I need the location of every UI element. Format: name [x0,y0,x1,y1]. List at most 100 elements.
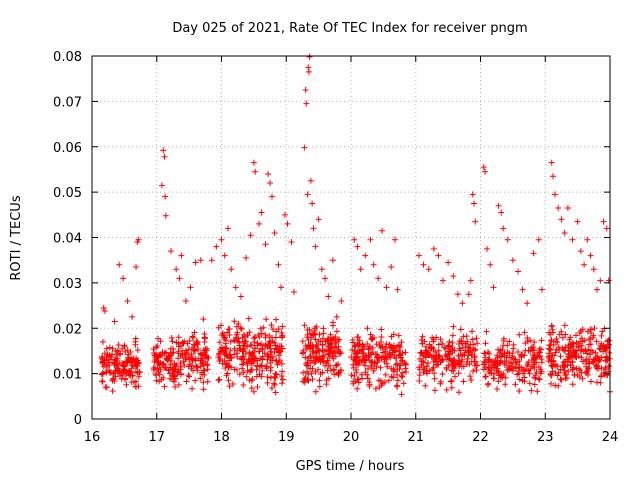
data-point-marker [116,261,123,268]
data-point-marker [351,373,358,380]
data-point-marker [240,360,247,367]
data-point-marker [429,366,436,373]
data-point-marker [431,387,438,394]
data-point-marker [279,380,286,387]
data-point-marker [491,362,498,369]
data-point-marker [189,385,196,392]
data-point-marker [351,236,358,243]
data-point-marker [383,284,390,291]
data-point-marker [538,359,545,366]
data-point-marker [398,391,405,398]
data-point-marker [243,254,250,261]
data-point-marker [354,341,361,348]
x-tick-label: 19 [278,430,295,445]
data-point-marker [472,218,479,225]
data-point-marker [562,331,569,338]
data-point-marker [267,367,274,374]
data-point-marker [474,340,481,347]
data-point-marker [335,337,342,344]
data-point-marker [449,332,456,339]
y-tick-label: 0.03 [53,277,82,292]
data-point-marker [578,354,585,361]
data-point-marker [307,330,314,337]
data-point-marker [167,345,174,352]
data-point-marker [594,365,601,372]
data-point-marker [274,361,281,368]
data-point-marker [121,343,128,350]
data-point-marker [490,284,497,291]
data-point-marker [250,388,257,395]
data-point-marker [322,347,329,354]
data-point-marker [291,288,298,295]
data-point-marker [333,313,340,320]
data-point-marker [364,371,371,378]
data-point-marker [304,368,311,375]
data-point-marker [247,232,254,239]
data-point-marker [176,343,183,350]
data-point-marker [467,277,474,284]
data-point-marker [561,229,568,236]
data-point-marker [581,337,588,344]
data-point-marker [335,370,342,377]
data-point-marker [267,374,274,381]
data-point-marker [279,376,286,383]
data-point-marker [312,388,319,395]
y-tick-label: 0.06 [53,141,82,156]
data-point-marker [555,344,562,351]
data-point-marker [464,355,471,362]
data-point-marker [532,355,539,362]
data-point-marker [577,338,584,345]
data-point-marker [391,342,398,349]
data-point-marker [603,225,610,232]
data-point-marker [355,334,362,341]
data-point-marker [535,363,542,370]
data-point-marker [602,364,609,371]
data-point-marker [153,344,160,351]
data-point-marker [571,371,578,378]
data-point-marker [301,144,308,151]
data-point-marker [605,341,612,348]
data-point-marker [106,353,113,360]
data-point-marker [461,352,468,359]
data-point-marker [122,376,129,383]
data-point-marker [257,341,264,348]
data-point-marker [584,236,591,243]
data-point-marker [559,345,566,352]
data-point-marker [455,370,462,377]
data-point-marker [522,340,529,347]
data-point-marker [593,379,600,386]
data-point-marker [200,316,207,323]
data-point-marker [112,367,119,374]
data-point-marker [362,252,369,259]
data-point-marker [443,386,450,393]
data-point-marker [240,347,247,354]
data-point-marker [547,380,554,387]
data-point-marker [506,354,513,361]
data-point-marker [258,362,265,369]
data-point-marker [201,334,208,341]
data-point-marker [450,360,457,367]
data-point-marker [302,354,309,361]
data-point-marker [173,266,180,273]
data-point-marker [590,266,597,273]
data-point-marker [240,369,247,376]
data-point-marker [398,373,405,380]
data-point-marker [471,354,478,361]
data-point-marker [356,358,363,365]
data-point-marker [402,349,409,356]
data-point-marker [372,360,379,367]
data-point-marker [394,377,401,384]
data-point-marker [119,371,126,378]
data-point-marker [573,365,580,372]
data-point-marker [352,378,359,385]
data-point-marker [102,361,109,368]
data-point-marker [431,375,438,382]
data-point-marker [469,328,476,335]
data-point-marker [215,377,222,384]
data-point-marker [312,368,319,375]
data-point-marker [419,333,426,340]
data-point-marker [449,363,456,370]
data-point-marker [457,347,464,354]
data-point-marker [191,329,198,336]
data-point-marker [337,367,344,374]
